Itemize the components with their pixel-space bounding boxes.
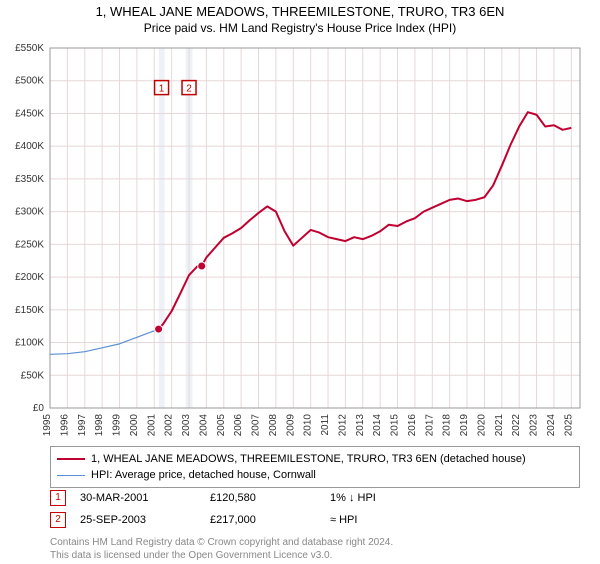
legend-label: 1, WHEAL JANE MEADOWS, THREEMILESTONE, T… xyxy=(91,453,526,465)
footer-line2: This data is licensed under the Open Gov… xyxy=(50,549,393,562)
svg-text:£50K: £50K xyxy=(21,370,45,381)
svg-text:£500K: £500K xyxy=(15,76,44,87)
svg-text:2007: 2007 xyxy=(251,414,262,437)
svg-text:2: 2 xyxy=(186,84,192,95)
svg-text:£400K: £400K xyxy=(15,141,44,152)
legend: 1, WHEAL JANE MEADOWS, THREEMILESTONE, T… xyxy=(50,446,580,488)
svg-text:2019: 2019 xyxy=(459,414,470,437)
svg-text:1995: 1995 xyxy=(42,414,53,437)
svg-text:£350K: £350K xyxy=(15,174,44,185)
footer-attribution: Contains HM Land Registry data © Crown c… xyxy=(50,536,393,562)
sale-marker-icon: 1 xyxy=(50,490,66,506)
svg-text:2025: 2025 xyxy=(563,414,574,437)
svg-text:2023: 2023 xyxy=(529,414,540,437)
svg-text:2005: 2005 xyxy=(216,414,227,437)
chart-container: 1, WHEAL JANE MEADOWS, THREEMILESTONE, T… xyxy=(0,4,600,564)
sale-delta: 1% ↓ HPI xyxy=(330,492,376,504)
sale-price: £120,580 xyxy=(210,492,330,504)
legend-label: HPI: Average price, detached house, Corn… xyxy=(91,469,316,481)
svg-text:2014: 2014 xyxy=(372,414,383,437)
svg-text:1998: 1998 xyxy=(94,414,105,437)
footer-line1: Contains HM Land Registry data © Crown c… xyxy=(50,536,393,549)
svg-text:2012: 2012 xyxy=(337,414,348,437)
svg-text:2016: 2016 xyxy=(407,414,418,437)
svg-text:£300K: £300K xyxy=(15,207,44,218)
svg-text:2010: 2010 xyxy=(303,414,314,437)
svg-text:£250K: £250K xyxy=(15,239,44,250)
sale-delta: ≈ HPI xyxy=(330,514,357,526)
sale-price: £217,000 xyxy=(210,514,330,526)
svg-text:2020: 2020 xyxy=(476,414,487,437)
svg-text:1999: 1999 xyxy=(112,414,123,437)
svg-text:2006: 2006 xyxy=(233,414,244,437)
svg-text:2022: 2022 xyxy=(511,414,522,437)
sale-date: 30-MAR-2001 xyxy=(80,492,210,504)
svg-text:2000: 2000 xyxy=(129,414,140,437)
svg-text:£200K: £200K xyxy=(15,272,44,283)
price-chart: £0 £50K £100K £150K £200K £250K £300K £350K £400… xyxy=(0,4,600,444)
svg-text:2017: 2017 xyxy=(424,414,435,437)
svg-text:2024: 2024 xyxy=(546,414,557,437)
svg-text:£100K: £100K xyxy=(15,338,44,349)
svg-text:2009: 2009 xyxy=(285,414,296,437)
legend-swatch xyxy=(57,458,85,460)
svg-text:2003: 2003 xyxy=(181,414,192,437)
svg-text:£450K: £450K xyxy=(15,108,44,119)
legend-item: HPI: Average price, detached house, Corn… xyxy=(57,467,573,483)
svg-text:£0: £0 xyxy=(33,403,45,414)
sale-row: 1 30-MAR-2001£120,5801% ↓ HPI xyxy=(50,490,376,506)
svg-text:2011: 2011 xyxy=(320,414,331,436)
svg-text:2004: 2004 xyxy=(198,414,209,437)
legend-swatch xyxy=(57,475,85,476)
sale-row: 2 25-SEP-2003£217,000≈ HPI xyxy=(50,512,357,528)
svg-text:1997: 1997 xyxy=(77,414,88,437)
svg-text:2021: 2021 xyxy=(494,414,505,437)
svg-text:£550K: £550K xyxy=(15,43,44,54)
svg-text:1: 1 xyxy=(159,84,165,95)
sale-marker-icon: 2 xyxy=(50,512,66,528)
svg-text:2001: 2001 xyxy=(146,414,157,437)
svg-text:1996: 1996 xyxy=(59,414,70,437)
svg-text:£150K: £150K xyxy=(15,305,44,316)
legend-item: 1, WHEAL JANE MEADOWS, THREEMILESTONE, T… xyxy=(57,451,573,467)
svg-text:2015: 2015 xyxy=(390,414,401,437)
svg-text:2008: 2008 xyxy=(268,414,279,437)
svg-text:2018: 2018 xyxy=(442,414,453,437)
svg-text:2002: 2002 xyxy=(164,414,175,437)
sale-date: 25-SEP-2003 xyxy=(80,514,210,526)
svg-text:2013: 2013 xyxy=(355,414,366,437)
